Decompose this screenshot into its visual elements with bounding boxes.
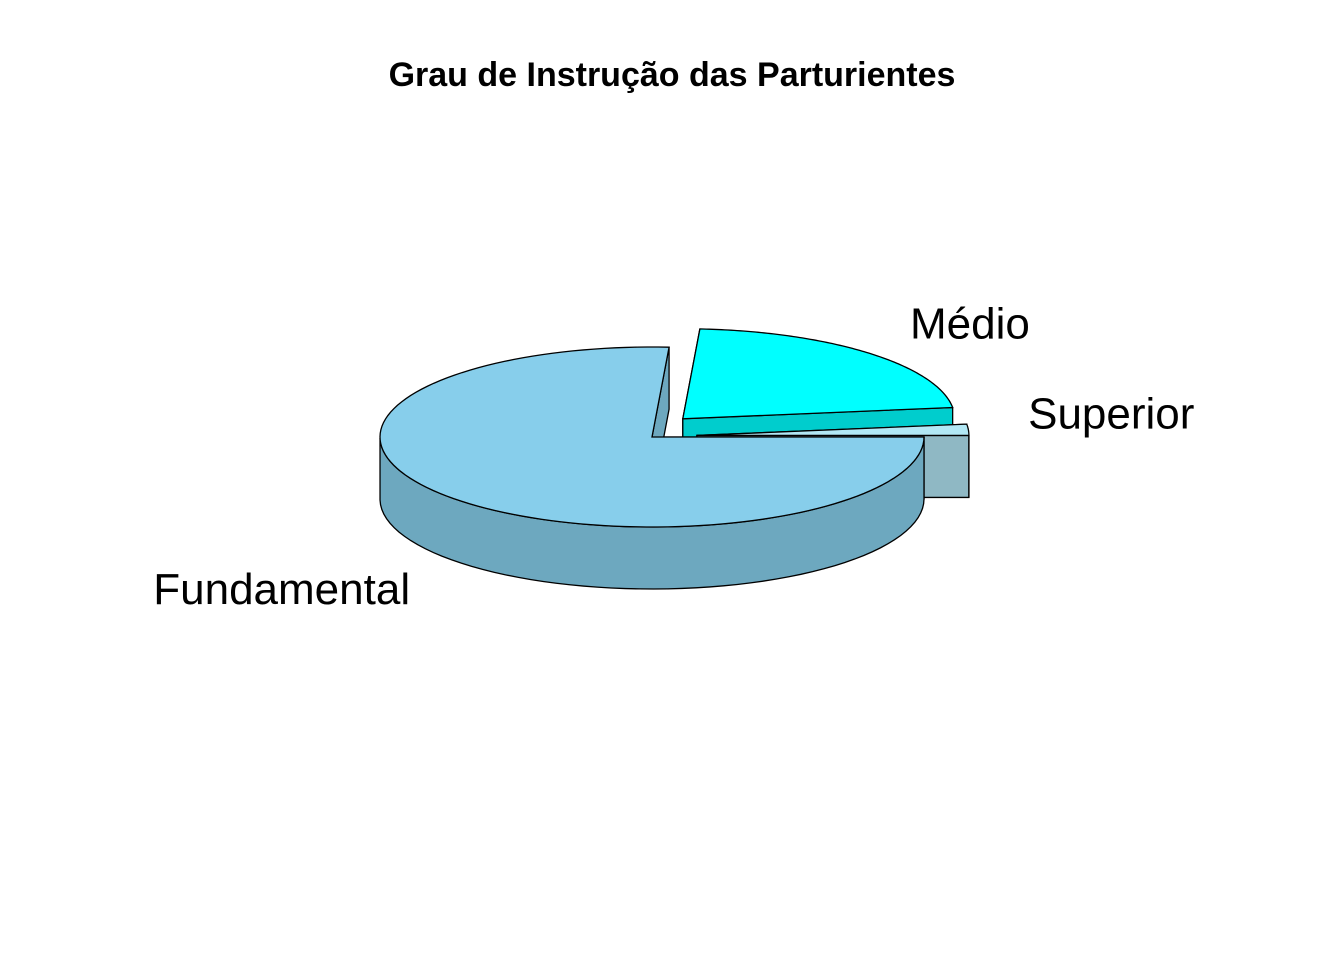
slice-label-médio: Médio	[910, 300, 1030, 349]
pie-slices	[379, 328, 970, 590]
chart-title: Grau de Instrução das Parturientes	[388, 56, 956, 94]
slice-top	[682, 328, 954, 420]
slice-top	[696, 423, 970, 437]
pie-labels: Médio Superior Fundamental	[153, 300, 1194, 615]
pie-slice-fundamental	[379, 346, 925, 590]
slice-label-fundamental: Fundamental	[153, 565, 410, 614]
slice-label-superior: Superior	[1028, 390, 1194, 439]
slice-top	[379, 346, 925, 528]
